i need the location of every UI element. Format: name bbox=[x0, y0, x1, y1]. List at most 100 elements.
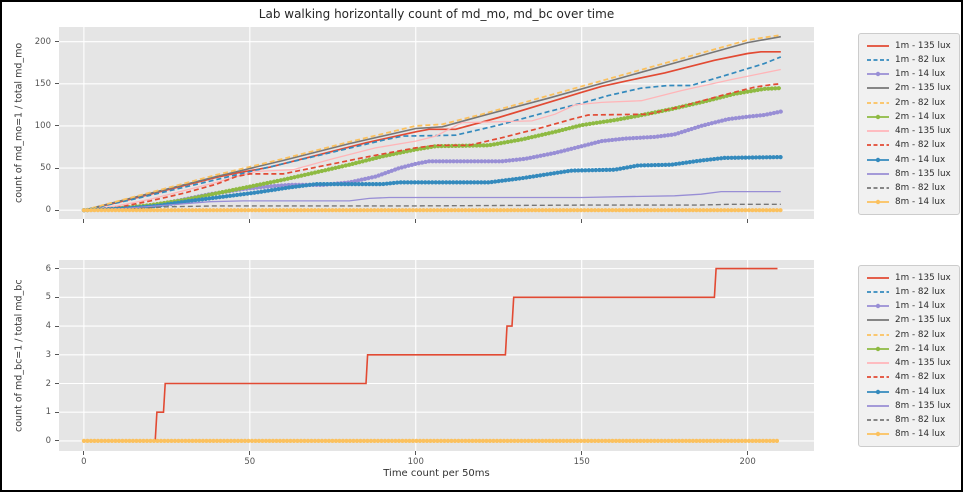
y-tick-label: 0 bbox=[45, 205, 51, 216]
legend-item: 8m - 135 lux bbox=[866, 167, 955, 180]
legend-item: 8m - 135 lux bbox=[866, 399, 955, 412]
x-tick-label: 50 bbox=[244, 457, 256, 467]
series-line bbox=[83, 56, 782, 212]
legend-marker-line-icon bbox=[867, 303, 889, 309]
y-tick-mark bbox=[55, 209, 59, 211]
legend-item: 1m - 82 lux bbox=[866, 53, 955, 66]
legend-solid-line-icon bbox=[867, 130, 889, 132]
y-tick-mark bbox=[55, 125, 59, 127]
legend-item: 8m - 14 lux bbox=[866, 196, 955, 209]
series-line bbox=[83, 35, 781, 211]
y-tick-label: 4 bbox=[45, 321, 51, 332]
legend-label: 8m - 14 lux bbox=[895, 429, 946, 440]
legend-marker-line-icon bbox=[867, 200, 889, 205]
legend-item: 4m - 14 lux bbox=[866, 153, 955, 166]
y-tick-mark bbox=[55, 83, 59, 85]
legend-label: 1m - 82 lux bbox=[895, 286, 946, 297]
series-line bbox=[83, 34, 781, 212]
legend-item: 2m - 135 lux bbox=[866, 82, 955, 95]
md-mo-plot bbox=[59, 27, 814, 219]
x-tick-label: 150 bbox=[573, 457, 590, 467]
y-tick-mark bbox=[55, 167, 59, 169]
chart-title: Lab walking horizontally count of md_mo,… bbox=[258, 7, 615, 21]
legend-item: 2m - 135 lux bbox=[866, 314, 955, 327]
y-tick-mark bbox=[55, 268, 59, 270]
legend-label: 8m - 14 lux bbox=[895, 197, 946, 208]
x-tick-mark bbox=[581, 219, 583, 223]
legend-dashed-line-icon bbox=[867, 58, 889, 61]
x-tick-mark bbox=[83, 451, 85, 455]
y-tick-mark bbox=[55, 325, 59, 327]
y-tick-mark bbox=[55, 383, 59, 384]
x-tick-mark bbox=[747, 219, 749, 223]
legend-label: 1m - 82 lux bbox=[895, 54, 946, 65]
y-tick-label: 2 bbox=[45, 378, 51, 389]
legend-marker-line-icon bbox=[867, 346, 889, 352]
legend-marker-line-icon bbox=[867, 389, 889, 394]
y-tick-label: 1 bbox=[45, 407, 51, 418]
y-tick-label: 5 bbox=[45, 292, 51, 303]
series-markers bbox=[81, 155, 783, 213]
legend-solid-line-icon bbox=[867, 319, 889, 322]
y-tick-label: 0 bbox=[45, 435, 51, 446]
legend-item: 4m - 135 lux bbox=[866, 125, 955, 138]
legend-item: 4m - 135 lux bbox=[866, 357, 955, 370]
legend-label: 2m - 82 lux bbox=[895, 97, 946, 108]
y-tick-label: 6 bbox=[45, 263, 51, 274]
legend-label: 8m - 135 lux bbox=[895, 400, 951, 411]
x-tick-mark bbox=[249, 219, 251, 223]
legend-solid-line-icon bbox=[867, 276, 889, 279]
legend-label: 8m - 82 lux bbox=[895, 183, 946, 194]
plot-canvas-md_mo bbox=[59, 27, 814, 219]
y-tick-mark bbox=[55, 354, 59, 356]
legend-item: 4m - 14 lux bbox=[866, 385, 955, 398]
legend-item: 2m - 82 lux bbox=[866, 328, 955, 341]
legend-marker-line-icon bbox=[867, 114, 889, 120]
plot-canvas-md_bc bbox=[59, 260, 814, 451]
series-line bbox=[83, 82, 781, 212]
legend-label: 1m - 14 lux bbox=[895, 69, 946, 80]
legend-label: 2m - 14 lux bbox=[895, 343, 946, 354]
legend-item: 8m - 82 lux bbox=[866, 414, 955, 427]
legend-label: 4m - 82 lux bbox=[895, 140, 946, 151]
legend-label: 1m - 135 lux bbox=[895, 40, 951, 51]
x-tick-mark bbox=[581, 451, 583, 455]
legend-dashed-line-icon bbox=[867, 144, 889, 147]
legend-item: 2m - 82 lux bbox=[866, 96, 955, 109]
x-tick-mark bbox=[415, 451, 417, 455]
series-line bbox=[83, 267, 778, 442]
legend-label: 4m - 82 lux bbox=[895, 372, 946, 383]
legend-dashed-line-icon bbox=[867, 376, 889, 379]
legend-label: 2m - 82 lux bbox=[895, 329, 946, 340]
legend-solid-line-icon bbox=[867, 404, 889, 407]
series-line bbox=[83, 203, 781, 211]
x-tick-mark bbox=[83, 219, 85, 223]
legend-swatch-marker bbox=[875, 432, 881, 437]
legend-label: 4m - 14 lux bbox=[895, 386, 946, 397]
legend-label: 8m - 135 lux bbox=[895, 168, 951, 179]
legend-swatch-marker bbox=[875, 71, 881, 77]
x-tick-mark bbox=[747, 451, 749, 455]
series-line bbox=[83, 190, 781, 211]
legend-item: 4m - 82 lux bbox=[866, 139, 955, 152]
legend-item: 1m - 82 lux bbox=[866, 285, 955, 298]
legend-solid-line-icon bbox=[867, 87, 889, 90]
legend-dashed-line-icon bbox=[867, 101, 889, 104]
legend-dashed-line-icon bbox=[867, 290, 889, 293]
y-tick-label: 200 bbox=[34, 36, 51, 47]
legend-label: 2m - 135 lux bbox=[895, 315, 951, 326]
legend-swatch-marker bbox=[875, 303, 881, 309]
y-tick-mark bbox=[55, 41, 59, 43]
legend-solid-line-icon bbox=[867, 44, 889, 47]
legend-label: 4m - 135 lux bbox=[895, 126, 951, 137]
legend-label: 4m - 14 lux bbox=[895, 154, 946, 165]
legend-swatch-marker bbox=[875, 157, 881, 162]
legend-item: 4m - 82 lux bbox=[866, 371, 955, 384]
legend-md-mo: 1m - 135 lux 1m - 82 lux 1m - 14 lux 2m - 1… bbox=[858, 33, 960, 215]
y-tick-label: 50 bbox=[40, 163, 51, 174]
y-tick-label: 150 bbox=[34, 78, 51, 89]
legend-label: 1m - 135 lux bbox=[895, 272, 951, 283]
legend-marker-line-icon bbox=[867, 157, 889, 162]
legend-item: 2m - 14 lux bbox=[866, 342, 955, 355]
